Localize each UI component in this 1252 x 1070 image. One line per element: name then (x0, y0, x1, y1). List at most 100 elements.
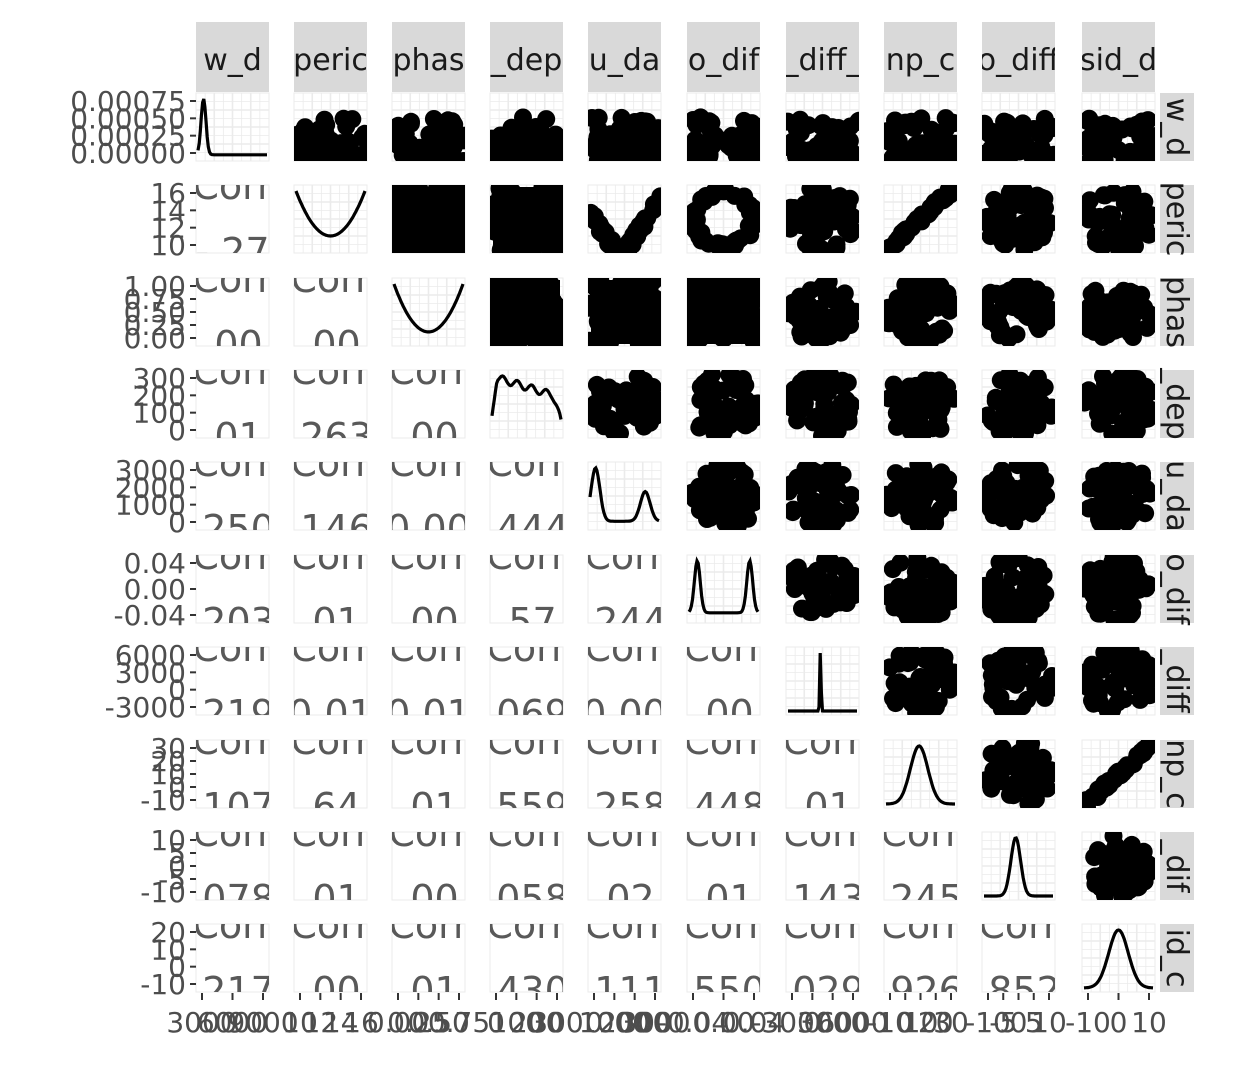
corr-label: Corr .01 (196, 370, 269, 438)
scatter-fill (395, 187, 462, 251)
scatter-points (884, 278, 957, 346)
panel-r9-c6: Corr .029 (785, 923, 860, 993)
panel-r7-c9 (1081, 739, 1156, 809)
panel-background (391, 831, 466, 901)
panel-background (195, 923, 270, 993)
corr-label: Corr .01 (294, 555, 367, 623)
panel-r3-c8 (981, 369, 1056, 439)
scatter-point (1019, 794, 1038, 808)
density-line (588, 465, 660, 523)
right-strip-label: w_d (1159, 98, 1194, 157)
y-tick-label: 10 (150, 933, 186, 966)
scatter-point (1097, 596, 1115, 615)
x-tick-label: 3000 (797, 1006, 868, 1039)
panel-r7-c0: Corr .107 (195, 739, 270, 809)
panel-r2-c8 (981, 277, 1056, 347)
panel-background (195, 369, 270, 439)
scatter-point (791, 216, 810, 235)
scatter-point (994, 292, 1013, 311)
scatter-points (884, 185, 957, 253)
panel-background (489, 554, 564, 624)
panel-background (293, 554, 368, 624)
corr-value: 0.00 (582, 692, 667, 736)
scatter-point (1032, 138, 1051, 157)
x-tick-label: 30 (933, 1006, 969, 1039)
scatter-points (982, 185, 1055, 253)
corr-label: Corr .00 (392, 555, 465, 623)
scatter-point (1108, 693, 1127, 712)
scatter-point (1133, 851, 1152, 870)
scatter-points (982, 647, 1055, 715)
panel-r5-c1: Corr .01 (293, 554, 368, 624)
corr-value: .02 (594, 877, 654, 921)
scatter-point (645, 143, 661, 161)
corr-label: Corr 0.01 (392, 647, 465, 715)
panel-r8-c6: Corr .143 (782, 811, 863, 901)
panel-r1-c4 (587, 184, 662, 254)
x-tick-label: 5 (1025, 1006, 1043, 1039)
y-tick-label: -10 (140, 784, 186, 817)
corr-value: .559 (484, 785, 569, 829)
panel-r5-c0: Corr .203 (195, 554, 270, 624)
panel-background (293, 831, 368, 901)
corr-value: .444 (484, 507, 569, 551)
x-tick-label: -10 (867, 1006, 913, 1039)
x-tick-label: 12 (303, 1006, 339, 1039)
corr-label: Corr .058 (490, 832, 563, 900)
y-tick-label: -10 (140, 968, 186, 1001)
corr-title: Corr (388, 811, 469, 855)
scatter-point (1088, 658, 1107, 677)
scatter-point (838, 412, 857, 431)
corr-label: Corr .02 (588, 832, 661, 921)
scatter-point (884, 242, 894, 253)
corr-value: .217 (190, 969, 275, 1013)
right-strip (1160, 185, 1194, 253)
scatter-point (896, 113, 915, 132)
y-tick-label: 10 (150, 758, 186, 791)
corr-title: Corr (290, 626, 371, 670)
scatter-points (884, 371, 957, 438)
panel-r0-c7 (883, 92, 958, 162)
panel-r4-c2: Corr 0.00 (391, 461, 466, 531)
corr-title: Corr (782, 811, 863, 855)
corr-value: .111 (582, 969, 667, 1013)
panel-r5-c3: Corr .57 (489, 554, 564, 624)
scatter-point (527, 128, 546, 147)
scatter-point (1105, 222, 1124, 241)
scatter-point (910, 209, 929, 228)
y-tick-label: -5 (158, 863, 186, 896)
scatter-point (708, 462, 727, 481)
right-strip-label: id_c (1159, 929, 1194, 988)
scatter-point (1135, 146, 1154, 161)
corr-value: .01 (300, 877, 360, 921)
y-tick-label: 0.00 (124, 573, 186, 606)
scatter-point (1115, 151, 1134, 161)
scatter-point (1032, 192, 1051, 211)
scatter-point (588, 141, 605, 159)
y-tick-label: 16 (150, 177, 186, 210)
scatter-point (1138, 318, 1155, 337)
scatter-point (625, 400, 644, 419)
scatter-point (1117, 426, 1136, 438)
scatter-point (935, 648, 954, 667)
corr-label: Corr .00 (294, 924, 367, 992)
scatter-point (1113, 653, 1132, 672)
scatter-point (998, 113, 1017, 132)
scatter-points (588, 278, 661, 346)
panel-r7-c3: Corr .559 (484, 739, 569, 829)
corr-title: Corr (192, 441, 273, 485)
scatter-point (296, 118, 315, 137)
scatter-point (786, 199, 800, 218)
panel-background (587, 739, 662, 809)
scatter-point (734, 370, 752, 388)
panel-r6-c2: Corr 0.01 (391, 646, 466, 716)
corr-title: Corr (192, 257, 273, 301)
scatter-points (1082, 370, 1155, 438)
scatter-fill (591, 280, 658, 344)
scatter-point (897, 224, 916, 243)
scatter-points (588, 370, 661, 438)
top-strip (1082, 22, 1155, 92)
corr-value: .245 (878, 877, 963, 921)
